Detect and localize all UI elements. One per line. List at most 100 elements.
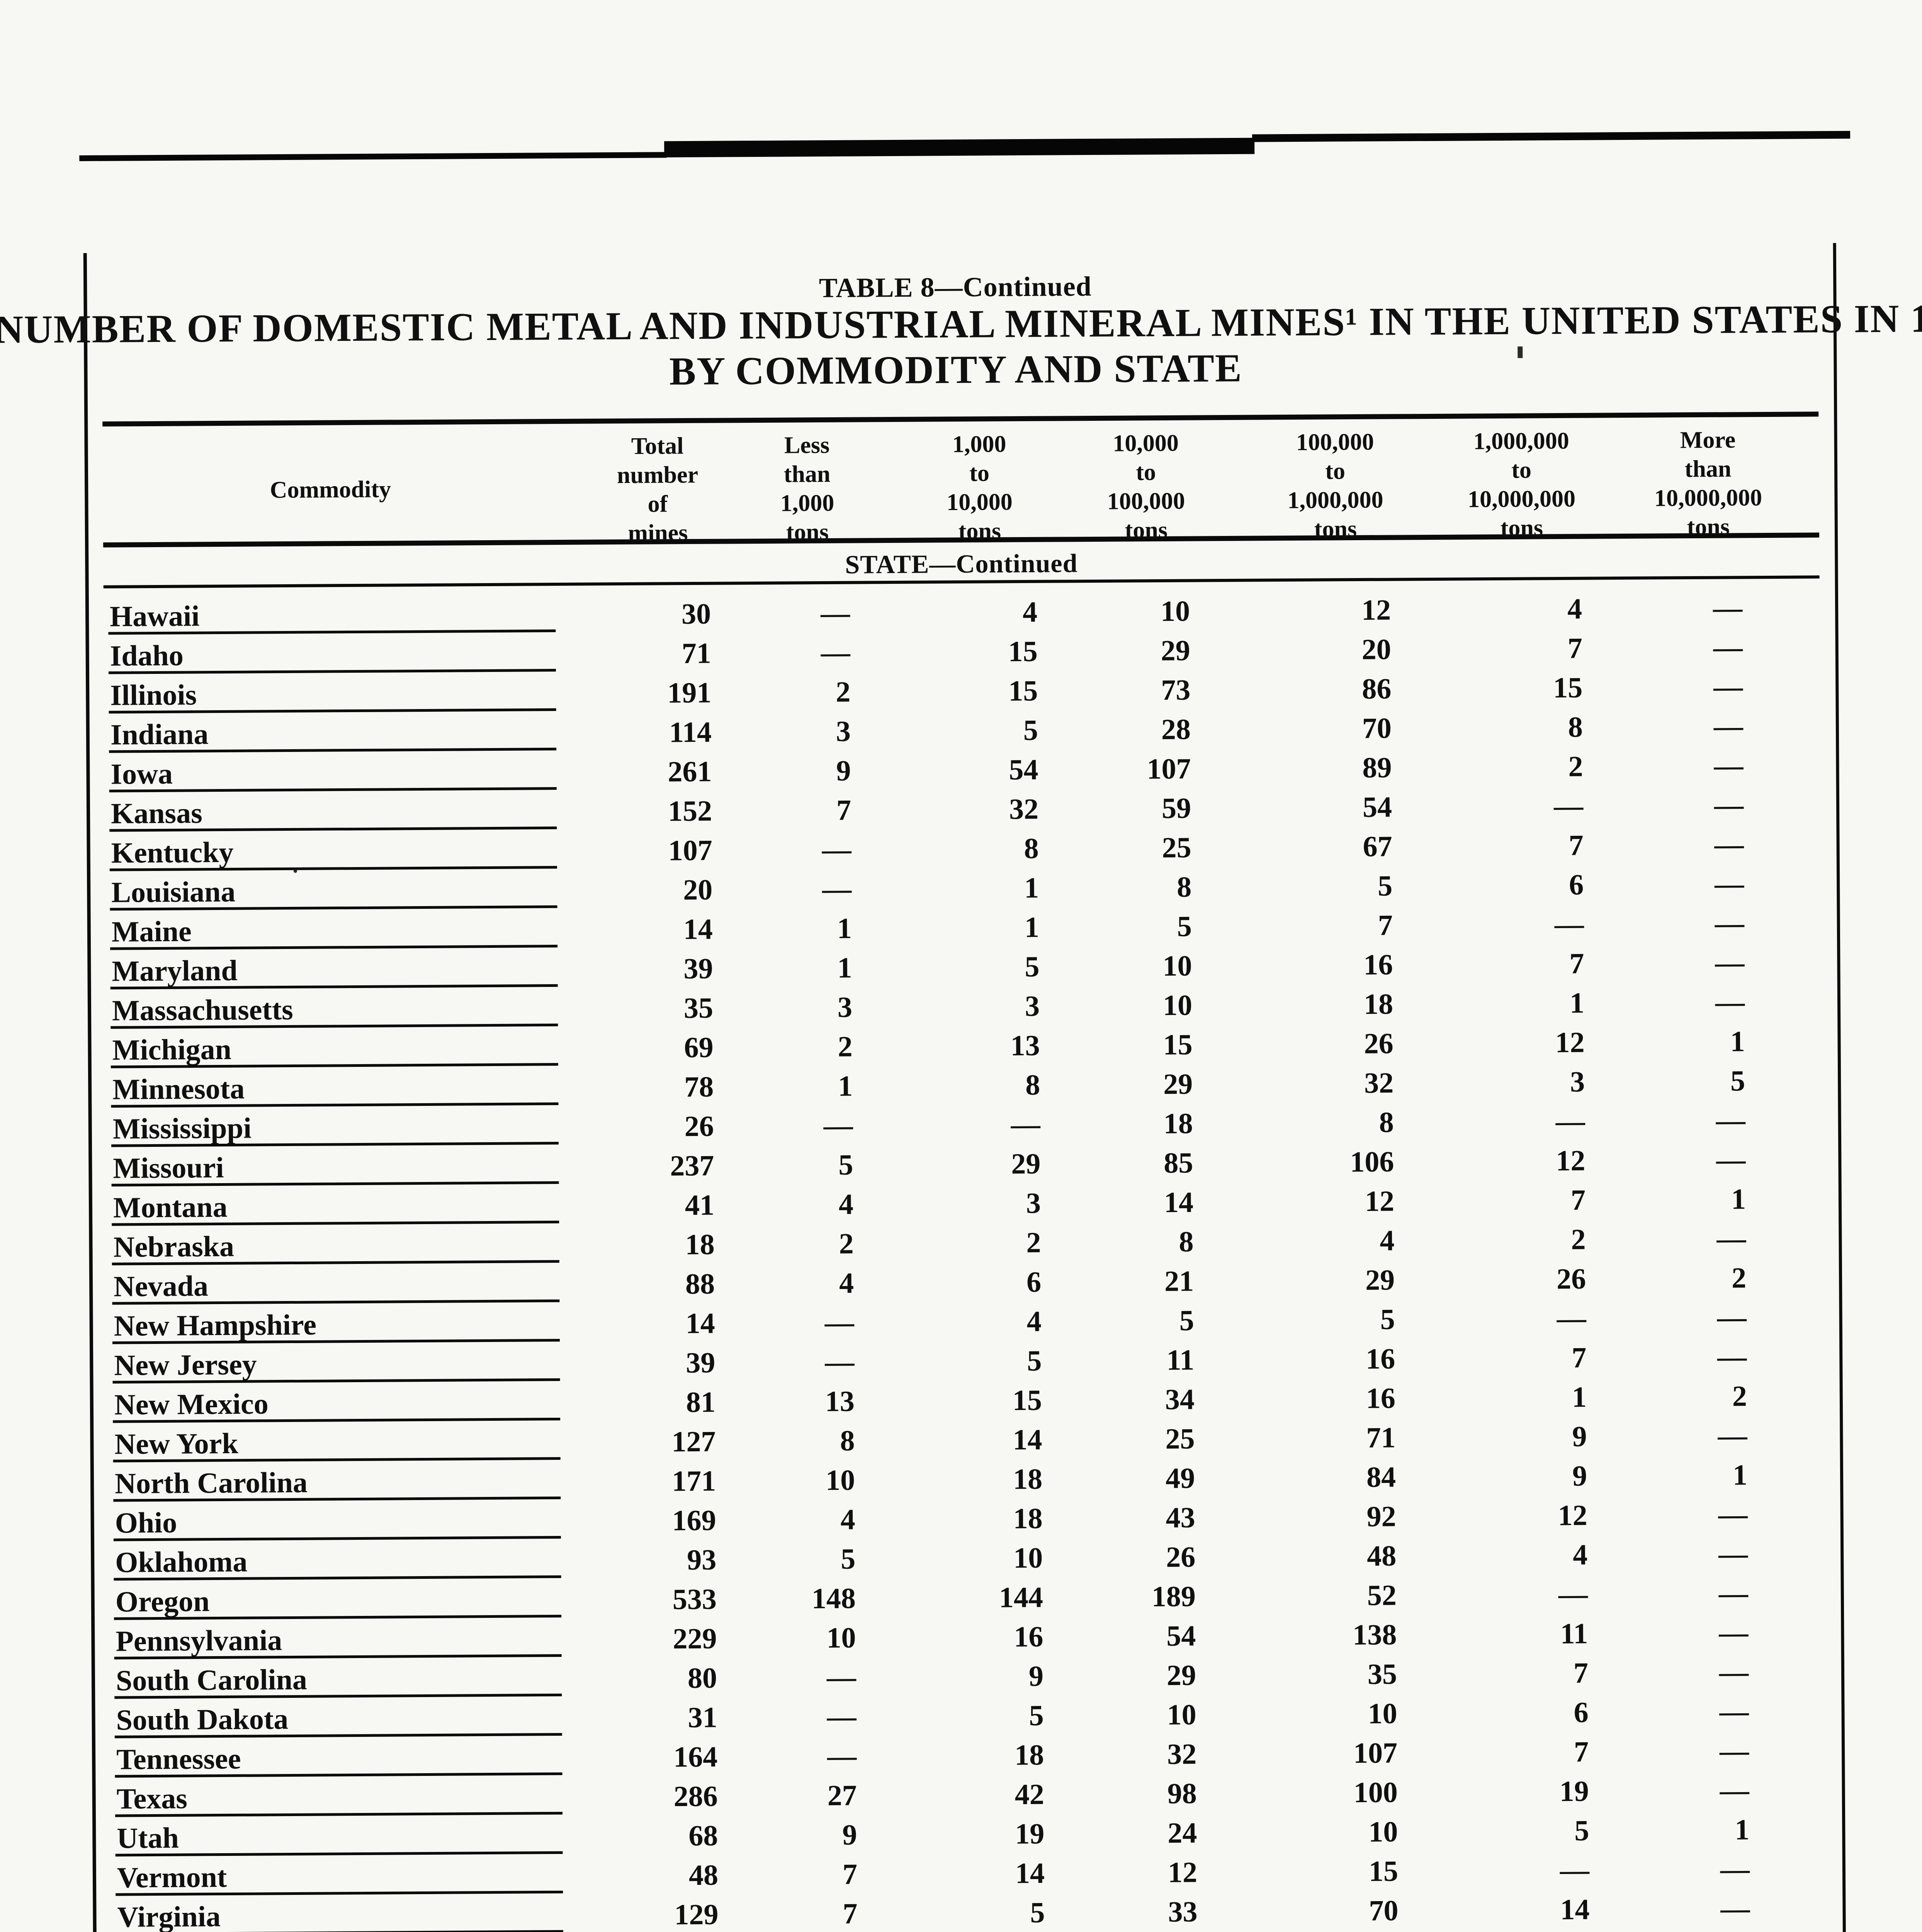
cell-value: — (821, 636, 850, 669)
cell-value: — (1717, 1301, 1747, 1334)
cell-value: 5 (1029, 1699, 1044, 1732)
cell-value: 2 (1732, 1380, 1747, 1413)
cell-value: 4 (839, 1267, 854, 1299)
cell-value: 2 (839, 1227, 854, 1260)
cell-value: 10 (825, 1464, 855, 1497)
state-name: Mississippi (112, 1112, 252, 1145)
cell-value: 12 (1365, 1185, 1395, 1218)
cell-value: 9 (1572, 1459, 1587, 1492)
cell-value: 3 (1026, 1187, 1041, 1220)
cell-value: — (827, 1700, 856, 1733)
cell-value: 92 (1366, 1500, 1396, 1533)
cell-value: 1 (1730, 1025, 1745, 1058)
cell-value: 1 (1024, 911, 1040, 944)
state-name: Idaho (110, 639, 184, 672)
column-header-line: to (1511, 457, 1532, 483)
cell-value: — (1713, 631, 1743, 664)
column-header-line: Total (631, 433, 684, 459)
cell-value: 189 (1151, 1580, 1196, 1613)
cell-value: 29 (1166, 1659, 1196, 1692)
cell-value: 144 (999, 1581, 1043, 1614)
state-name: Indiana (110, 718, 209, 751)
cell-value: 5 (1177, 910, 1192, 943)
cell-value: 5 (1574, 1814, 1589, 1847)
cell-value: 29 (1161, 634, 1190, 667)
cell-value: 107 (1353, 1736, 1398, 1770)
cell-value: 9 (1028, 1660, 1044, 1693)
cell-value: 39 (683, 952, 713, 985)
cell-value: 33 (1168, 1895, 1198, 1928)
cell-value: 80 (687, 1662, 717, 1695)
cell-value: — (822, 833, 851, 866)
cell-value: — (1714, 749, 1744, 782)
cell-value: 88 (685, 1267, 715, 1301)
cell-value: 106 (1350, 1145, 1394, 1179)
cell-value: — (1718, 1537, 1748, 1570)
cell-value: 8 (1025, 1068, 1040, 1102)
cell-value: 229 (673, 1622, 717, 1655)
cell-value: 26 (1364, 1027, 1393, 1060)
cell-value: 1 (1732, 1459, 1748, 1492)
cell-value: 1 (1572, 1381, 1587, 1413)
cell-value: 20 (683, 873, 713, 906)
cell-value: 48 (688, 1859, 719, 1892)
cell-value: — (825, 1345, 855, 1379)
cell-value: 18 (1013, 1502, 1043, 1535)
cell-value: 14 (1013, 1423, 1042, 1456)
cell-value: 12 (1555, 1026, 1585, 1059)
cell-value: 85 (1164, 1146, 1193, 1179)
state-name: North Carolina (114, 1466, 308, 1500)
cell-value: 7 (1378, 909, 1393, 942)
cell-value: 25 (1165, 1422, 1195, 1455)
cell-value: 261 (668, 755, 712, 788)
column-header-line: tons (1125, 517, 1168, 544)
column-header-10000-to-100000: 10,000 to 100,000 tons (1107, 429, 1185, 545)
cell-value: — (1714, 867, 1744, 900)
cell-value: 138 (1353, 1618, 1397, 1651)
cell-value: 15 (1008, 674, 1038, 707)
cell-value: 15 (1008, 635, 1038, 668)
column-header-line: 10,000,000 (1654, 485, 1762, 512)
cell-value: — (1558, 1578, 1588, 1611)
column-header-line: to (969, 460, 990, 486)
cell-value: 32 (1009, 793, 1039, 826)
cell-value: 100 (1353, 1776, 1398, 1809)
column-header-more-than-10000000: More than 10,000,000 tons (1654, 425, 1762, 542)
state-name: Nevada (113, 1270, 209, 1303)
cell-value: 2 (1571, 1223, 1586, 1256)
state-name: New York (114, 1427, 238, 1461)
cell-value: — (1720, 1774, 1749, 1807)
cell-value: — (1560, 1854, 1590, 1887)
cell-value: 26 (1166, 1541, 1196, 1573)
cell-value: 10 (1368, 1815, 1398, 1848)
cell-value: — (1716, 1104, 1745, 1137)
cell-value: 4 (840, 1503, 855, 1536)
cell-value: 3 (1025, 990, 1040, 1023)
cell-value: — (1720, 1853, 1750, 1886)
column-header-line: tons (958, 518, 1001, 545)
cell-value: 59 (1161, 792, 1191, 825)
column-header-line: to (1325, 458, 1346, 485)
cell-value: 4 (1380, 1224, 1395, 1257)
cell-value: 15 (1163, 1028, 1193, 1061)
cell-value: 114 (669, 716, 712, 749)
cell-value: — (1719, 1735, 1749, 1767)
column-header-line: Less (784, 432, 830, 459)
state-name: South Carolina (116, 1663, 308, 1697)
cell-value: 6 (1026, 1265, 1042, 1299)
cell-value: 5 (841, 1543, 856, 1575)
cell-value: 54 (1009, 753, 1038, 786)
cell-value: 8 (1379, 1106, 1394, 1139)
cell-value: 129 (674, 1898, 719, 1931)
cell-value: 5 (1179, 1304, 1194, 1337)
state-name: New Mexico (114, 1388, 269, 1421)
column-header-1000-to-10000: 1,000 to 10,000 tons (946, 430, 1013, 546)
column-header-commodity: Commodity (270, 475, 391, 505)
column-header-line: 1,000,000 (1287, 486, 1383, 514)
column-header-line: tons (786, 519, 829, 546)
state-name: Oklahoma (115, 1545, 248, 1579)
cell-value: — (1718, 1419, 1747, 1452)
cell-value: — (1713, 670, 1743, 703)
cell-value: 52 (1367, 1579, 1397, 1612)
cell-value: 5 (1730, 1065, 1745, 1097)
